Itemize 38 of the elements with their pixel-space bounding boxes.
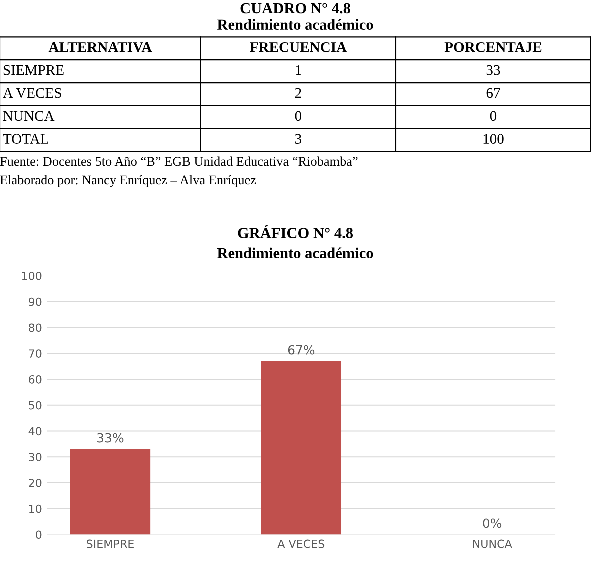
y-tick-label: 40 (28, 427, 42, 436)
text: 33 (486, 65, 500, 76)
data-label: 67% (288, 345, 315, 355)
text: Elaborado por: Nancy Enríquez – Alva Enríquez (0, 175, 256, 188)
text: FRECUENCIA (250, 42, 347, 52)
source-note: Fuente: Docentes 5to Año “B” EGB Unidad Educativa “Riobamba” (0, 156, 358, 166)
text: Rendimiento académico (217, 19, 374, 30)
text: 3 (296, 134, 302, 144)
text: ALTERNATIVA (48, 42, 152, 52)
data-label: 0% (483, 518, 502, 528)
text: 100 (484, 134, 504, 144)
x-tick-label: SIEMPRE (87, 540, 134, 548)
chart-subtitle: Rendimiento académico (217, 248, 374, 259)
x-tick-label: NUNCA (473, 540, 512, 548)
text: 0 (490, 111, 497, 122)
y-tick-label: 10 (30, 504, 42, 514)
text: 0 (295, 111, 302, 122)
text: CUADRO N° 4.8 (240, 3, 350, 14)
data-label: 33% (98, 433, 124, 443)
text: 2 (295, 88, 302, 98)
y-tick-label: 60 (29, 375, 42, 384)
text: NUNCA (3, 111, 55, 122)
text: 1 (296, 65, 302, 76)
x-tick-label: A VECES (278, 540, 325, 548)
text: A VECES (3, 88, 62, 98)
y-tick-label: 100 (22, 272, 42, 280)
y-tick-label: 90 (28, 298, 42, 306)
y-tick-label: 70 (29, 350, 42, 358)
y-tick-label: 20 (29, 478, 42, 488)
y-tick-label: 30 (29, 453, 42, 462)
text: SIEMPRE (4, 65, 64, 76)
text: TOTAL (3, 134, 48, 144)
chart-title: GRÁFICO N° 4.8 (238, 225, 354, 238)
text: 67 (486, 88, 500, 98)
y-tick-label: 50 (29, 401, 42, 410)
y-tick-label: 80 (29, 324, 42, 332)
text: PORCENTAJE (444, 42, 542, 52)
y-tick-label: 0 (36, 530, 42, 540)
